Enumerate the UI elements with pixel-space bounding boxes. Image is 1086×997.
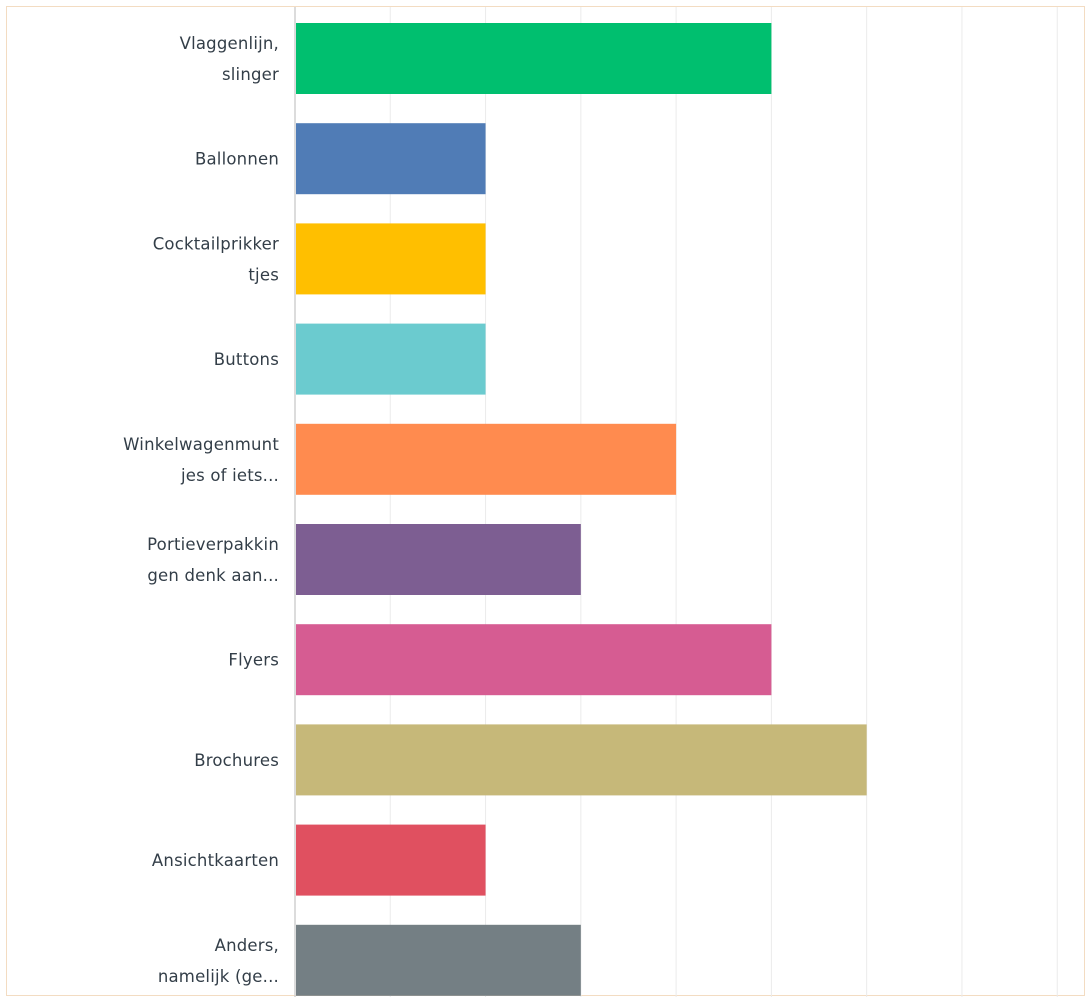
category-label: Brochures xyxy=(194,751,279,770)
bar-chart: Vlaggenlijn, slinger Ballonnen Cocktailprik… xyxy=(123,7,1058,997)
bars xyxy=(296,23,867,996)
bar[interactable] xyxy=(296,423,677,495)
bar[interactable] xyxy=(296,824,486,896)
category-label: Anders, namelijk (ge... xyxy=(158,936,279,986)
bar[interactable] xyxy=(296,223,486,295)
category-label: Portieverpakkin gen denk aan... xyxy=(147,535,279,585)
bar[interactable] xyxy=(296,924,581,996)
category-label: Cocktailprikker tjes xyxy=(153,234,279,284)
bar[interactable] xyxy=(296,724,867,796)
category-label: Flyers xyxy=(228,651,279,670)
bar[interactable] xyxy=(296,323,486,395)
category-label: Ballonnen xyxy=(195,150,279,169)
category-label: Ansichtkaarten xyxy=(152,851,279,870)
category-label: Buttons xyxy=(214,350,279,369)
bar[interactable] xyxy=(296,123,486,195)
bar[interactable] xyxy=(296,524,581,595)
chart-frame: Vlaggenlijn, slinger Ballonnen Cocktailprik… xyxy=(6,6,1085,997)
bar[interactable] xyxy=(296,23,772,94)
category-labels: Vlaggenlijn, slinger Ballonnen Cocktailprik… xyxy=(123,34,279,986)
category-label: Vlaggenlijn, slinger xyxy=(180,34,279,84)
category-label: Winkelwagenmunt jes of iets... xyxy=(123,435,279,485)
gridlines xyxy=(389,7,1058,997)
bar[interactable] xyxy=(296,624,772,696)
